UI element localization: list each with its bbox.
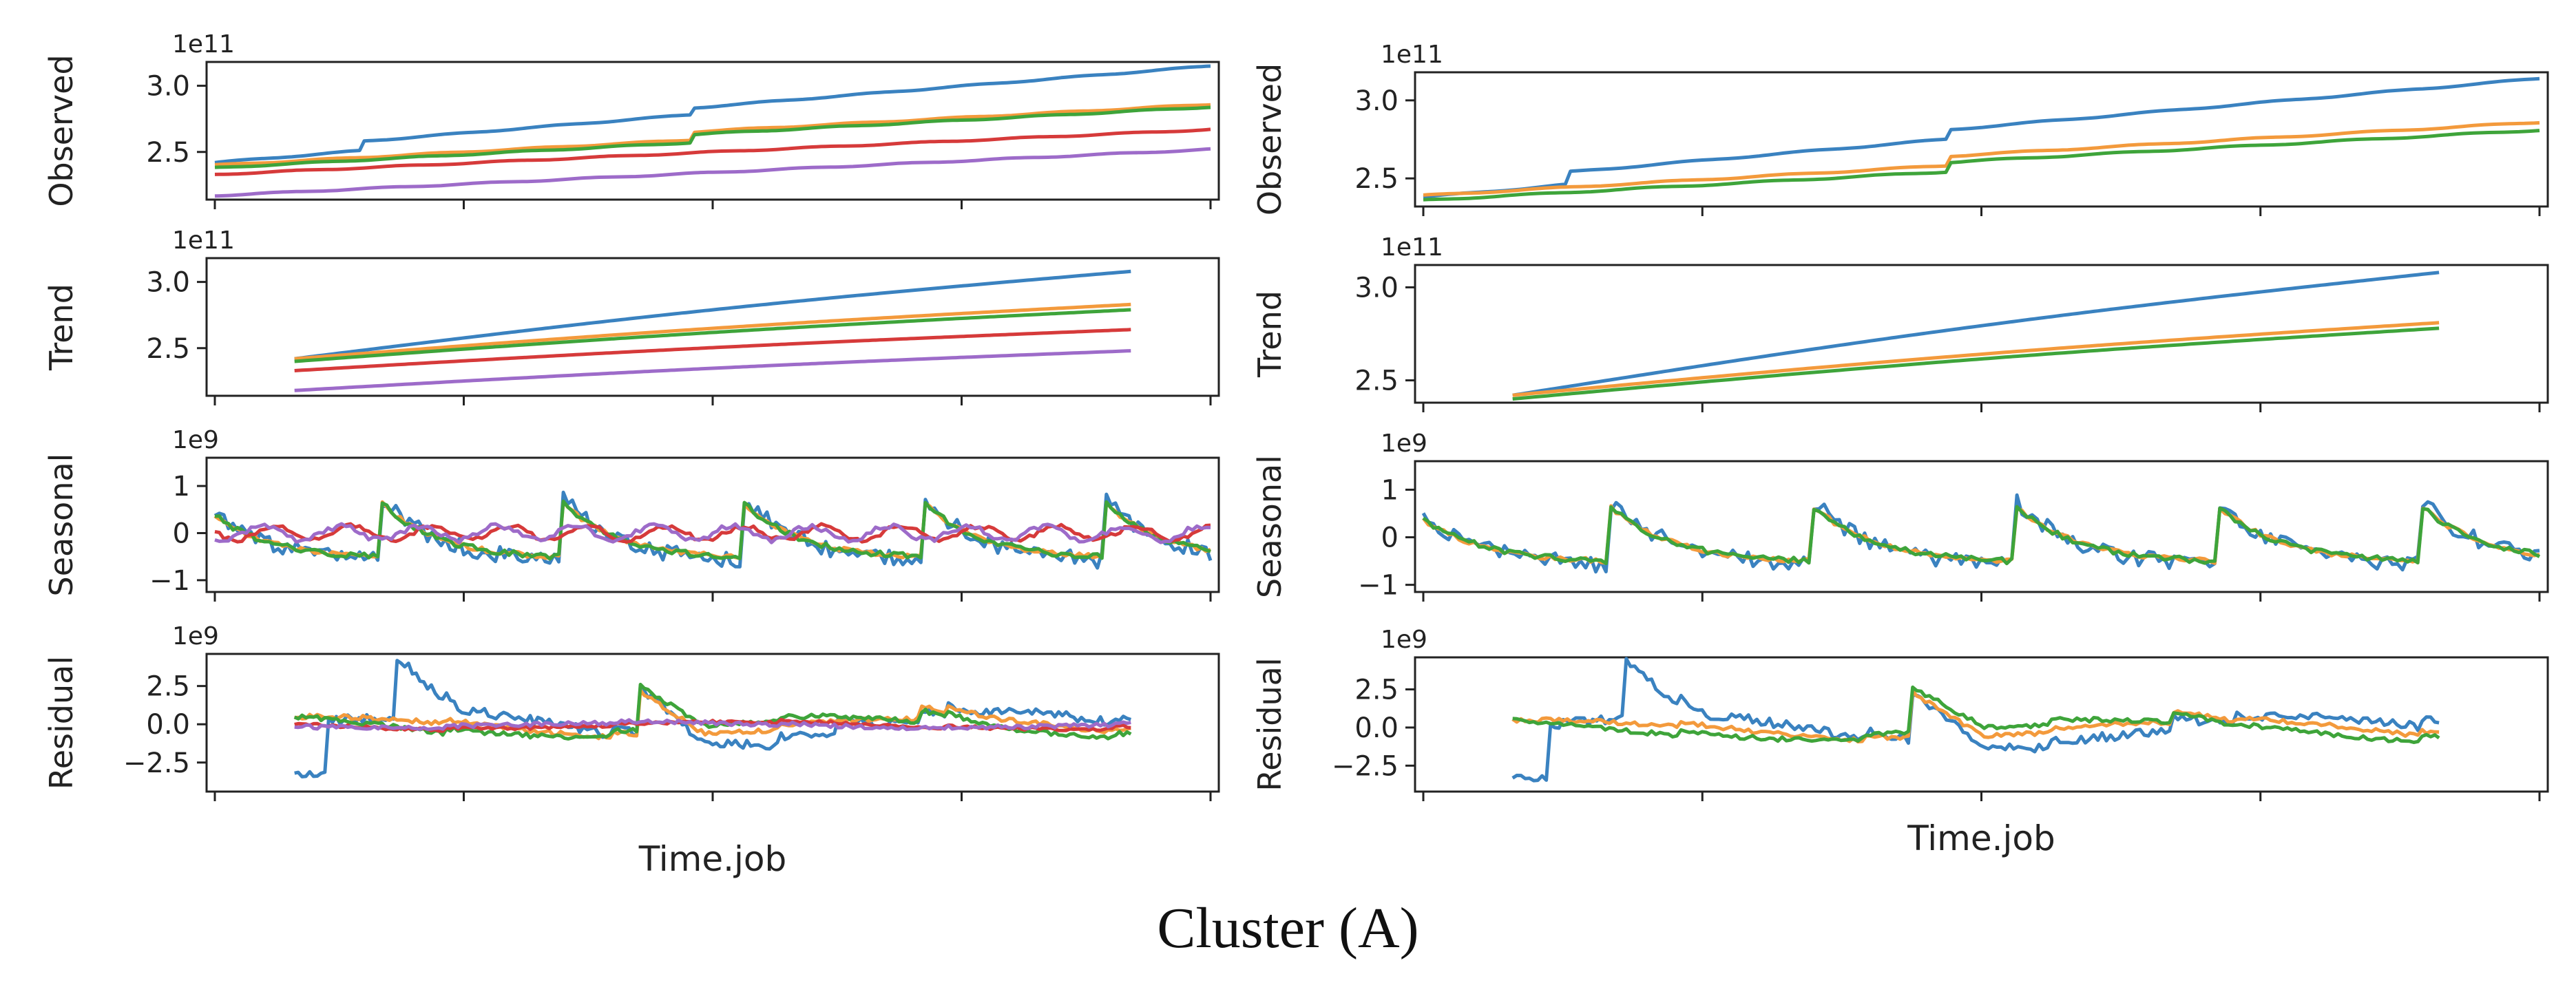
residual-scale-label: 1e9 — [1381, 626, 1427, 654]
subplot-trend: 2.5 3.0 1e11 Trend — [43, 226, 1220, 405]
trend-y-tick-label: 2.5 — [146, 333, 190, 365]
seasonal-y-tick-label: −1 — [149, 565, 190, 597]
seasonal-series-5-line — [214, 522, 1211, 544]
residual-y-tick-label: 2.5 — [146, 671, 190, 703]
figure-caption: Cluster (A) — [1157, 896, 1419, 960]
seasonal-series-3-line — [214, 499, 1211, 561]
residual-series-1-line — [1511, 657, 2440, 783]
trend-series-2-line — [1512, 321, 2440, 397]
panel-right: 2.5 3.0 1e11 Observed 2.5 3.0 1e11 Trend −1 0 1 1e9… — [1251, 41, 2549, 858]
seasonal-y-tick-label: 0 — [1381, 522, 1399, 554]
observed-series-3-line — [1423, 129, 2540, 202]
observed-series-5-line — [214, 147, 1211, 198]
trend-y-tick-label: 3.0 — [1354, 272, 1399, 304]
observed-y-tick-label: 3.0 — [146, 71, 190, 103]
seasonal-y-tick-label: 0 — [173, 518, 190, 549]
trend-series-3-line — [294, 308, 1131, 363]
trend-series-2-line — [294, 302, 1131, 361]
trend-series-3-line — [1512, 326, 2440, 401]
observed-scale-label: 1e11 — [1381, 41, 1443, 69]
seasonal-scale-label: 1e9 — [1381, 430, 1427, 458]
seasonal-axes-frame — [1414, 460, 2549, 593]
observed-series-2-line — [1423, 120, 2540, 197]
trend-ylabel: Trend — [43, 284, 80, 371]
trend-axes-frame — [1414, 264, 2549, 404]
subplot-observed: 2.5 3.0 1e11 Observed — [43, 30, 1220, 209]
residual-y-tick-label: −2.5 — [1332, 750, 1399, 782]
trend-series-1-line — [1512, 271, 2440, 397]
subplot-residual: −2.5 0.0 2.5 1e9 Residual — [1251, 626, 2549, 801]
observed-series-4-line — [214, 127, 1211, 176]
x-axis-label: Time.job — [1907, 818, 2055, 858]
observed-series-2-line — [214, 103, 1211, 167]
observed-y-tick-label: 3.0 — [1354, 85, 1399, 117]
seasonal-series-3-line — [1422, 505, 2541, 566]
trend-series-5-line — [294, 349, 1131, 392]
observed-y-tick-label: 2.5 — [1354, 163, 1399, 195]
panel-left: 2.5 3.0 1e11 Observed 2.5 3.0 1e11 Trend −1 0 1 1e9… — [43, 30, 1220, 879]
subplot-residual: −2.5 0.0 2.5 1e9 Residual — [43, 622, 1220, 801]
subplot-seasonal: −1 0 1 1e9 Seasonal — [1251, 430, 2549, 602]
seasonal-ylabel: Seasonal — [43, 454, 80, 597]
residual-y-tick-label: 0.0 — [146, 709, 190, 741]
seasonal-ylabel: Seasonal — [1251, 455, 1288, 598]
residual-y-tick-label: 2.5 — [1354, 675, 1399, 706]
subplot-observed: 2.5 3.0 1e11 Observed — [1251, 41, 2549, 216]
trend-ylabel: Trend — [1251, 290, 1288, 378]
seasonal-series-2-line — [1422, 504, 2540, 565]
trend-y-tick-label: 3.0 — [146, 267, 190, 299]
observed-series-1-line — [1423, 76, 2540, 199]
seasonal-y-tick-label: −1 — [1358, 570, 1399, 602]
observed-y-tick-label: 2.5 — [146, 137, 190, 169]
residual-scale-label: 1e9 — [172, 622, 219, 650]
residual-series-5-line — [294, 718, 1131, 732]
residual-y-tick-label: 0.0 — [1354, 712, 1399, 744]
observed-ylabel: Observed — [43, 54, 80, 206]
residual-series-2-line — [1511, 689, 2440, 744]
seasonal-y-tick-label: 1 — [173, 471, 190, 502]
x-axis-label: Time.job — [638, 839, 786, 879]
residual-series-3-line — [1512, 685, 2440, 744]
residual-series-2-line — [294, 688, 1131, 741]
residual-ylabel: Residual — [1251, 657, 1288, 791]
trend-series-4-line — [294, 328, 1131, 372]
trend-scale-label: 1e11 — [172, 226, 235, 255]
residual-ylabel: Residual — [43, 656, 80, 790]
seasonal-scale-label: 1e9 — [172, 426, 219, 454]
trend-scale-label: 1e11 — [1381, 233, 1443, 262]
observed-series-1-line — [214, 64, 1211, 165]
residual-y-tick-label: −2.5 — [123, 748, 190, 779]
trend-series-1-line — [294, 269, 1131, 361]
observed-series-3-line — [214, 105, 1211, 169]
subplot-trend: 2.5 3.0 1e11 Trend — [1251, 233, 2549, 412]
observed-scale-label: 1e11 — [172, 30, 235, 59]
subplot-seasonal: −1 0 1 1e9 Seasonal — [43, 426, 1220, 602]
trend-y-tick-label: 2.5 — [1354, 366, 1399, 397]
observed-ylabel: Observed — [1251, 63, 1288, 215]
seasonal-y-tick-label: 1 — [1381, 474, 1399, 506]
residual-series-1-line — [294, 659, 1132, 779]
